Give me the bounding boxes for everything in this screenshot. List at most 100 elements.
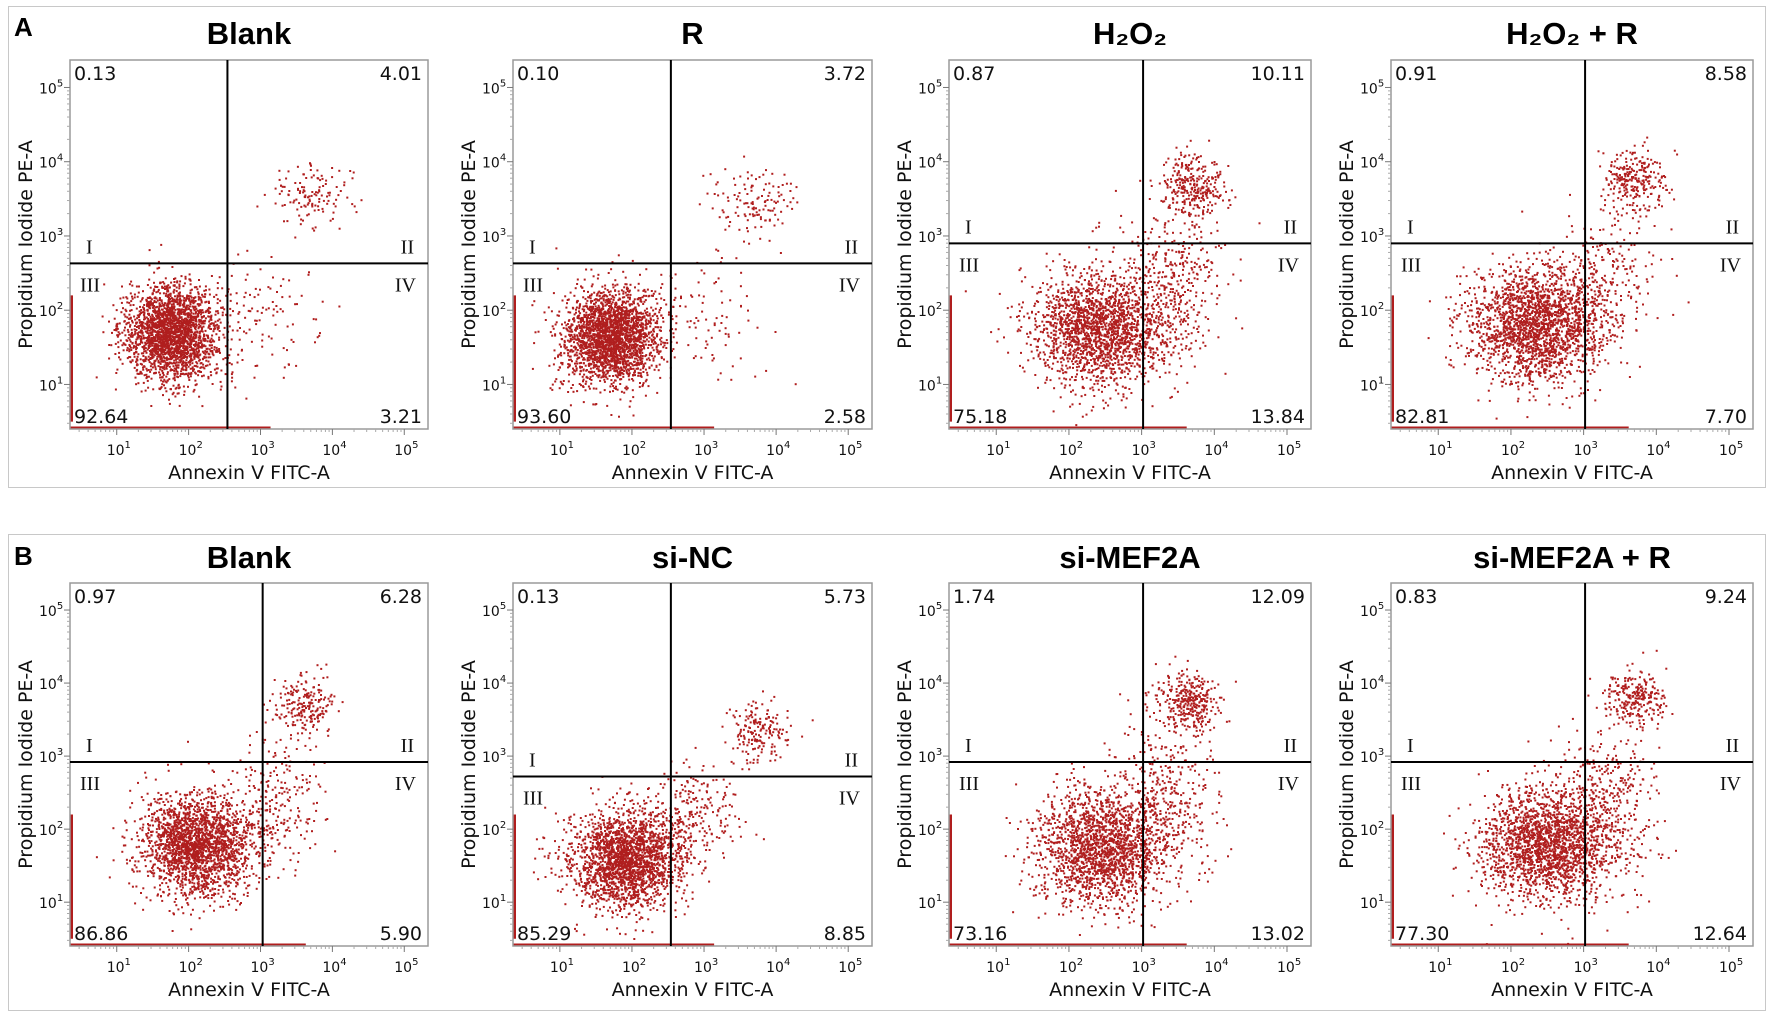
- event-dot: [604, 316, 607, 319]
- event-dot: [209, 371, 212, 373]
- event-dot: [183, 393, 186, 396]
- event-dot: [201, 309, 204, 312]
- event-dot: [166, 332, 169, 335]
- event-dot: [184, 309, 187, 312]
- event-dot: [338, 305, 341, 308]
- event-dot: [122, 349, 125, 352]
- event-dot: [173, 315, 176, 318]
- event-dot: [158, 371, 161, 374]
- event-dot: [151, 292, 154, 295]
- event-dot: [140, 309, 143, 311]
- event-dot: [151, 348, 154, 350]
- event-dot: [594, 333, 597, 336]
- event-dot: [172, 336, 174, 339]
- event-dot: [605, 355, 608, 358]
- event-dot: [648, 359, 651, 362]
- event-dot: [237, 353, 240, 356]
- event-dot: [621, 358, 624, 361]
- event-dot: [170, 346, 173, 349]
- event-dot: [626, 351, 629, 353]
- event-dot: [174, 324, 177, 327]
- event-dot: [149, 345, 152, 348]
- event-dot: [172, 324, 175, 327]
- event-dot: [636, 337, 639, 340]
- event-dot: [645, 326, 648, 329]
- event-dot: [600, 315, 603, 318]
- event-dot: [589, 322, 592, 325]
- event-dot: [146, 324, 149, 327]
- event-dot: [175, 386, 178, 389]
- event-dot: [650, 364, 653, 367]
- event-dot: [156, 350, 158, 353]
- event-dot: [223, 336, 226, 339]
- event-dot: [147, 319, 150, 322]
- event-dot: [170, 281, 173, 284]
- event-dot: [146, 284, 149, 286]
- event-dot: [177, 346, 180, 349]
- event-dot: [147, 355, 150, 358]
- event-dot: [184, 277, 187, 280]
- event-dot: [128, 348, 131, 351]
- event-dot: [582, 320, 585, 322]
- event-dot: [624, 332, 627, 335]
- event-dot: [581, 335, 584, 337]
- event-dot: [579, 312, 582, 315]
- event-dot: [643, 300, 646, 303]
- event-dot: [114, 353, 117, 355]
- event-dot: [602, 367, 605, 370]
- event-dot: [173, 278, 175, 280]
- event-dot: [183, 356, 185, 359]
- event-dot: [170, 368, 173, 371]
- event-dot: [141, 331, 144, 334]
- event-dot: [177, 331, 180, 334]
- event-dot: [328, 191, 331, 194]
- event-dot: [616, 371, 619, 374]
- event-dot: [626, 330, 629, 333]
- event-dot: [110, 344, 113, 347]
- event-dot: [130, 300, 133, 303]
- event-dot: [150, 362, 153, 365]
- event-dot: [130, 335, 132, 338]
- event-dot: [658, 329, 661, 332]
- event-dot: [621, 341, 624, 343]
- event-dot: [189, 324, 192, 327]
- event-dot: [213, 346, 216, 349]
- event-dot: [187, 326, 190, 329]
- event-dot: [186, 356, 189, 358]
- event-dot: [170, 329, 173, 332]
- event-dot: [619, 398, 622, 401]
- event-dot: [561, 323, 563, 326]
- event-dot: [296, 303, 298, 306]
- event-dot: [621, 316, 624, 319]
- event-dot: [620, 289, 623, 292]
- event-dot: [213, 348, 216, 351]
- event-dot: [170, 322, 173, 325]
- event-dot: [596, 341, 599, 344]
- event-dot: [200, 311, 203, 314]
- event-dot: [167, 309, 170, 312]
- event-dot: [146, 369, 149, 372]
- event-dot: [133, 355, 136, 358]
- event-dot: [617, 311, 620, 314]
- event-dot: [159, 292, 162, 295]
- event-dot: [158, 344, 161, 347]
- event-dot: [617, 350, 620, 353]
- event-dot: [646, 371, 649, 374]
- event-dot: [597, 376, 600, 379]
- event-dot: [617, 374, 620, 377]
- event-dot: [197, 315, 200, 318]
- event-dot: [167, 319, 170, 322]
- event-dot: [641, 351, 644, 354]
- event-dot: [592, 307, 595, 310]
- event-dot: [144, 330, 147, 333]
- event-dot: [216, 350, 219, 353]
- event-dot: [218, 338, 221, 341]
- event-dot: [176, 308, 179, 311]
- event-dot: [178, 314, 181, 317]
- event-dot: [609, 339, 612, 342]
- event-dot: [582, 357, 585, 360]
- event-dot: [272, 276, 274, 279]
- event-dot: [587, 329, 590, 332]
- event-dot: [586, 336, 589, 339]
- event-dot: [636, 349, 639, 352]
